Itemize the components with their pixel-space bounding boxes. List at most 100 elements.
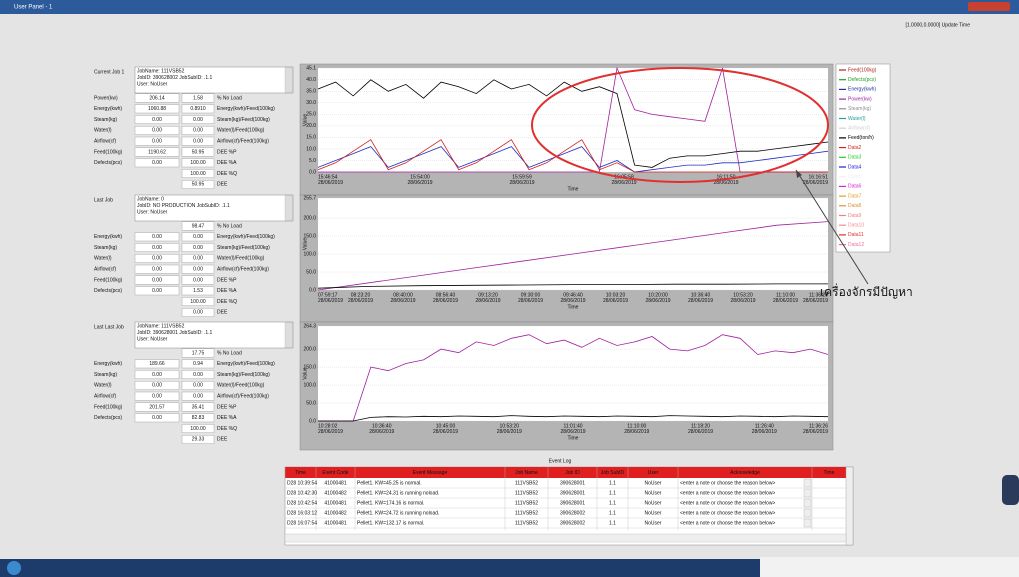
event-cell: <enter a note or choose the reason below… — [680, 520, 775, 526]
column-header: Time — [824, 470, 835, 476]
value-box — [181, 348, 215, 358]
unit: Energy(kwh)/Feed(100kg) — [217, 361, 275, 367]
x-tick-date: 28/06/2019 — [497, 429, 522, 435]
event-cell: <enter a note or choose the reason below… — [680, 480, 775, 486]
series-line — [317, 139, 828, 173]
value-box — [134, 359, 180, 369]
legend-entry: Airflow(cf) — [848, 126, 871, 132]
x-tick-date: 28/06/2019 — [688, 298, 713, 304]
value: 1060.88 — [148, 106, 166, 112]
value-box — [181, 147, 215, 157]
value-box — [134, 370, 180, 379]
value-box — [134, 286, 180, 296]
legend-entry: Defects(pcs) — [848, 77, 876, 83]
series-line — [317, 221, 829, 291]
x-tick-time: 11:26:40 — [755, 423, 774, 429]
value: 0.00 — [152, 267, 162, 273]
event-cell: <enter a note or choose the reason below… — [680, 510, 775, 516]
event-cell: NoUser — [645, 490, 662, 496]
x-axis-label: Time — [568, 435, 579, 441]
value-box — [134, 147, 180, 157]
value: 0.00 — [152, 383, 162, 389]
side-icon[interactable] — [1002, 475, 1019, 505]
x-tick-time: 11:36:29 — [809, 292, 828, 298]
legend-entry: Data4 — [848, 164, 862, 170]
unit: Steam(kg)/Feed(100kg) — [217, 117, 270, 123]
y-tick-label: 100.0 — [303, 251, 316, 257]
value: 0.00 — [193, 372, 203, 378]
row-label: Steam(kg) — [94, 245, 117, 251]
ack-dropdown[interactable] — [803, 488, 812, 498]
arrow-head — [796, 170, 802, 178]
value: 0.00 — [152, 117, 162, 123]
row-label: Feed(100kg) — [94, 404, 123, 410]
y-tick-label: 200.0 — [303, 215, 316, 221]
x-tick-time: 10:28:02 — [318, 423, 338, 429]
update-time: [1.0000,0.0000] Update Time — [906, 22, 971, 28]
ack-dropdown[interactable] — [803, 478, 812, 488]
event-log-box — [284, 466, 854, 546]
value: 0.94 — [193, 361, 203, 367]
event-log-header — [285, 467, 846, 478]
annotation: เครื่องจักรมีปัญหา — [820, 283, 913, 299]
value-box — [181, 424, 215, 433]
unit: DEE — [217, 182, 228, 188]
event-scroll — [845, 466, 854, 546]
unit: DEE %A — [217, 415, 237, 421]
plot-area — [318, 68, 828, 172]
x-tick-time: 10:36:40 — [691, 292, 711, 298]
y-tick-label: 50.0 — [306, 269, 316, 275]
row-label: Airflow(cf) — [94, 394, 117, 400]
x-tick-time: 11:01:40 — [563, 423, 582, 429]
ack-dropdown[interactable] — [803, 508, 812, 518]
ack-dropdown[interactable] — [803, 518, 812, 528]
value: 206.14 — [149, 95, 165, 101]
value-box — [134, 136, 180, 146]
legend-entry: Feed(ton/h) — [848, 135, 874, 141]
value: 100.00 — [190, 171, 206, 177]
value: 17.75 — [192, 350, 205, 356]
event-cell: D28 16:07:54 — [287, 520, 317, 526]
value: 29.33 — [192, 437, 205, 443]
value-box — [181, 104, 215, 114]
unit: Water(l)/Feed(100kg) — [217, 383, 265, 389]
event-cell: D28 10:42:30 — [287, 490, 317, 496]
plot-area — [318, 198, 828, 290]
x-tick-date: 28/06/2019 — [560, 298, 585, 304]
value: 0.00 — [152, 277, 162, 283]
value-box — [181, 264, 215, 274]
column-header: Job Name — [515, 470, 538, 476]
event-cell: Pellet1. KW=24.31 is running noload. — [357, 490, 439, 496]
value-box — [181, 308, 215, 317]
unit: % No Load — [217, 95, 242, 101]
column-header: User — [648, 470, 659, 476]
value-box — [134, 232, 180, 242]
x-tick-date: 28/06/2019 — [773, 298, 798, 304]
value: 201.57 — [149, 404, 165, 410]
annotation-arrow — [795, 169, 869, 285]
unit: Energy(kwh)/Feed(100kg) — [217, 106, 275, 112]
x-tick-time: 10:45:00 — [436, 423, 456, 429]
x-tick-date: 28/06/2019 — [803, 298, 828, 304]
event-cell: <enter a note or choose the reason below… — [680, 500, 775, 506]
value: 0.00 — [193, 117, 203, 123]
legend-entry: Water(l) — [848, 116, 866, 122]
x-tick-time: 16:11:50 — [716, 174, 735, 180]
event-cell: 1.1 — [609, 520, 616, 526]
ack-dropdown[interactable] — [803, 498, 812, 508]
x-tick-time: 08:40:00 — [393, 292, 413, 298]
unit: Airflow(cf)/Feed(100kg) — [217, 139, 269, 145]
value-box — [134, 253, 180, 263]
window-buttons[interactable] — [968, 2, 1010, 11]
job-info: User: NoUser — [137, 209, 168, 215]
y-tick-label: 20.0 — [306, 123, 316, 129]
window-title: User Panel - 1 — [14, 5, 53, 11]
x-axis-label: Time — [568, 186, 579, 192]
start-button[interactable] — [7, 561, 21, 575]
value-box — [134, 264, 180, 274]
series-line — [317, 146, 829, 173]
x-tick-time: 09:46:40 — [563, 292, 583, 298]
event-cell: Pellet1. KW=132.17 is normal. — [357, 520, 424, 526]
value: 0.00 — [152, 234, 162, 240]
event-cell: 111VSB52 — [515, 520, 538, 526]
